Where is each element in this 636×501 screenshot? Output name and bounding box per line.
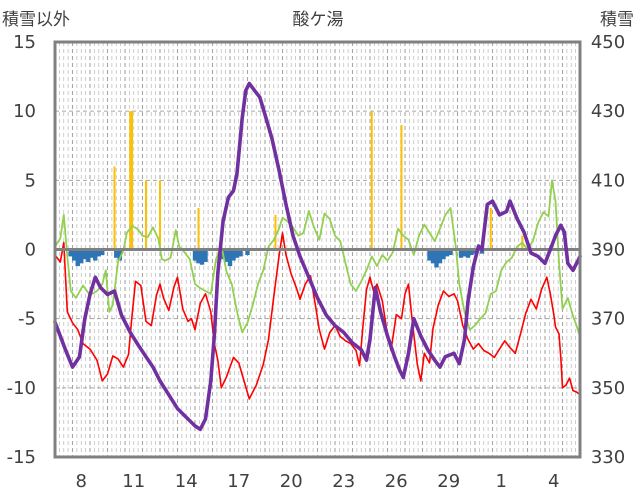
left-tick-label: 15 [13, 32, 36, 53]
right-tick-label: 350 [591, 378, 625, 399]
x-tick-label: 26 [385, 471, 408, 492]
precip-bar [114, 249, 119, 258]
x-tick-label: 4 [548, 471, 559, 492]
x-tick-label: 8 [76, 471, 87, 492]
x-tick-label: 23 [332, 471, 355, 492]
precip-bar [75, 249, 80, 267]
right-tick-label: 450 [591, 32, 625, 53]
precip-bar [444, 249, 450, 257]
precip-bar [89, 249, 94, 258]
precip-bar [448, 249, 453, 256]
precip-bar [192, 249, 198, 261]
x-tick-label: 29 [437, 471, 460, 492]
precip-bar [427, 249, 432, 261]
precip-bar [458, 249, 464, 258]
precip-bar [203, 249, 208, 262]
right-axis-title: 積雪 [600, 10, 634, 30]
x-tick-label: 1 [496, 471, 507, 492]
snow-depth-series-line [53, 81, 582, 432]
x-tick-label: 14 [175, 471, 198, 492]
precip-bar [93, 249, 98, 261]
precip-bar [434, 249, 439, 268]
chart-title: 酸ケ湯 [293, 10, 344, 30]
right-tick-label: 330 [591, 447, 625, 468]
precip-bar [472, 249, 478, 254]
precip-bar [117, 249, 122, 261]
precip-bar [441, 249, 446, 260]
left-tick-label: 10 [13, 101, 36, 122]
precip-bar [234, 249, 240, 258]
precip-bar [82, 249, 87, 260]
right-tick-label: 430 [591, 101, 625, 122]
x-tick-label: 11 [122, 471, 145, 492]
precip-bar [196, 249, 201, 264]
precip-bar [79, 249, 84, 264]
left-tick-label: -10 [7, 378, 36, 399]
precip-bar [224, 249, 229, 262]
left-tick-label: 0 [25, 240, 36, 261]
precip-bar [238, 249, 243, 257]
precip-bar [465, 249, 471, 258]
precip-bar [100, 249, 105, 256]
left-tick-label: 5 [25, 170, 36, 191]
precip-bar [430, 249, 436, 264]
precip-bar [469, 249, 474, 256]
precip-bar [68, 249, 73, 257]
precip-bar [462, 249, 467, 257]
plot-frame [53, 40, 582, 459]
precip-bar [437, 249, 443, 264]
precip-bar [227, 249, 233, 267]
left-tick-label: -15 [7, 447, 36, 468]
right-tick-label: 370 [591, 309, 625, 330]
precip-bar [479, 249, 485, 254]
x-tick-label: 20 [280, 471, 303, 492]
wind-series-line [54, 179, 581, 337]
right-tick-label: 410 [591, 170, 625, 191]
precip-bar [96, 249, 101, 257]
precip-bar [72, 249, 77, 261]
precip-bar [199, 249, 205, 265]
chart-marks [53, 81, 582, 432]
precip-bar [245, 249, 250, 256]
precip-bar [231, 249, 236, 261]
right-tick-label: 390 [591, 240, 625, 261]
left-axis-title: 積雪以外 [2, 10, 70, 30]
x-tick-label: 17 [227, 471, 250, 492]
precip-bar [86, 249, 91, 262]
left-tick-label: -5 [18, 309, 36, 330]
temperature-series-line [54, 232, 581, 400]
